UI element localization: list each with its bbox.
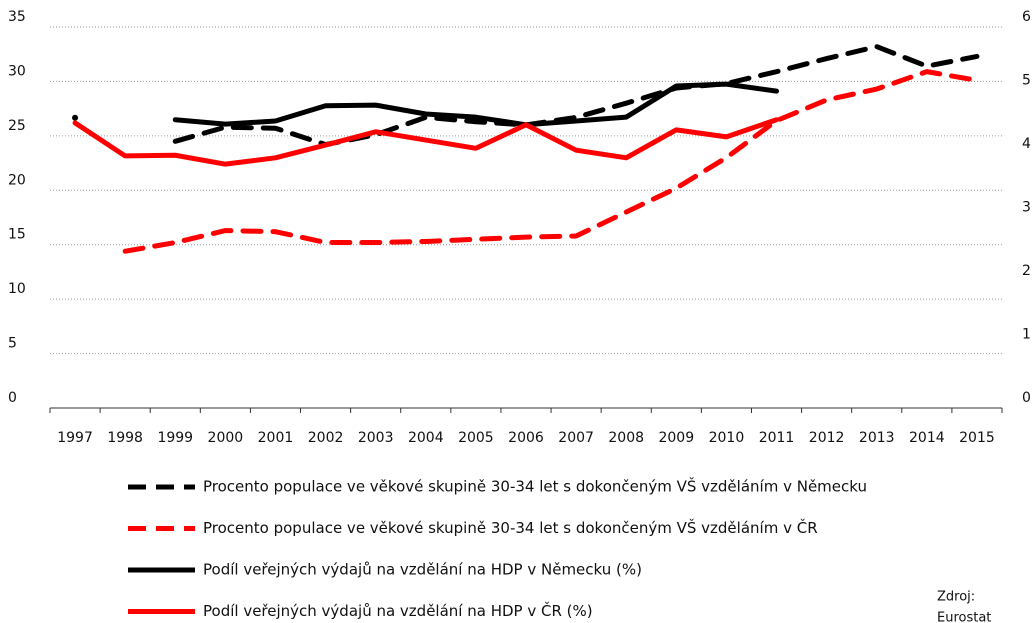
x-tick-label: 1999 bbox=[157, 430, 193, 446]
source: Eurostat bbox=[937, 611, 991, 623]
x-tick-label: 2002 bbox=[308, 430, 344, 446]
y2-tick-label: 1 bbox=[1022, 327, 1031, 343]
x-tick-label: 2007 bbox=[558, 430, 594, 446]
source-label: Zdroj: bbox=[937, 590, 975, 605]
y-tick-label: 25 bbox=[8, 118, 26, 134]
x-tick-label: 2008 bbox=[608, 430, 644, 446]
y-tick-label: 30 bbox=[8, 63, 26, 79]
series-line bbox=[172, 44, 980, 148]
y2-tick-label: 5 bbox=[1022, 73, 1031, 89]
series-line bbox=[122, 69, 980, 254]
legend-label: Podíl veřejných výdajů na vzdělání na HD… bbox=[203, 601, 593, 620]
x-tick-label: 2014 bbox=[909, 430, 945, 446]
y2-tick-label: 6 bbox=[1022, 9, 1031, 25]
legend-label: Procento populace ve věkové skupině 30-3… bbox=[203, 518, 818, 537]
point bbox=[72, 114, 79, 121]
x-tick-label: 2012 bbox=[809, 430, 845, 446]
x-tick-label: 1997 bbox=[57, 430, 93, 446]
x-tick-label: 2001 bbox=[258, 430, 294, 446]
y-tick-label: 0 bbox=[8, 390, 17, 406]
x-tick-label: 2006 bbox=[508, 430, 544, 446]
series-line bbox=[172, 81, 780, 128]
y-tick-label: 20 bbox=[8, 172, 26, 188]
legend-label: Podíl veřejných výdajů na vzdělání na HD… bbox=[203, 561, 642, 579]
y2-tick-label: 4 bbox=[1022, 136, 1031, 152]
x-tick-label: 1998 bbox=[107, 430, 143, 446]
series-line bbox=[72, 117, 780, 167]
x-tick-label: 2010 bbox=[709, 430, 745, 446]
x-tick-label: 2005 bbox=[458, 430, 494, 446]
x-tick-label: 2004 bbox=[408, 430, 444, 446]
x-tick-label: 2015 bbox=[959, 430, 995, 446]
y2-tick-label: 0 bbox=[1022, 390, 1031, 406]
y-tick-label: 35 bbox=[8, 9, 26, 25]
y-tick-label: 10 bbox=[8, 281, 26, 297]
y2-tick-label: 2 bbox=[1022, 263, 1031, 279]
x-tick-label: 2013 bbox=[859, 430, 895, 446]
x-tick-label: 2000 bbox=[208, 430, 244, 446]
y-tick-label: 15 bbox=[8, 227, 26, 243]
y2-tick-label: 3 bbox=[1022, 200, 1031, 216]
x-tick-label: 2011 bbox=[759, 430, 795, 446]
legend-label: Procento populace ve věkové skupině 30-3… bbox=[203, 477, 867, 496]
x-tick-label: 2003 bbox=[358, 430, 394, 446]
y-tick-label: 5 bbox=[8, 336, 17, 352]
x-tick-label: 2009 bbox=[658, 430, 694, 446]
